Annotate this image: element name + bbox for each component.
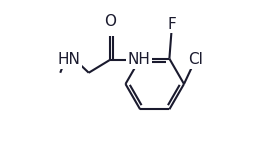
- Text: Cl: Cl: [188, 52, 203, 68]
- Text: F: F: [168, 17, 176, 32]
- Text: O: O: [104, 14, 116, 29]
- Text: NH: NH: [128, 52, 150, 68]
- Text: HN: HN: [58, 52, 81, 68]
